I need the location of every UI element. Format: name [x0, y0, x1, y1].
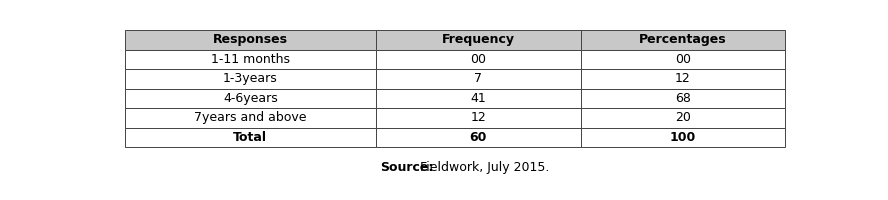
Bar [581, 128, 785, 147]
Text: 1-11 months: 1-11 months [210, 53, 289, 66]
Text: Source:: Source: [380, 161, 433, 174]
Text: 00: 00 [675, 53, 691, 66]
Bar [124, 128, 376, 147]
Text: 7: 7 [474, 72, 482, 85]
Bar [581, 69, 785, 89]
Bar [124, 108, 376, 128]
Bar [376, 30, 581, 50]
Bar [581, 30, 785, 50]
Text: 4-6years: 4-6years [223, 92, 278, 105]
Bar [376, 89, 581, 108]
Text: 7years and above: 7years and above [194, 111, 306, 124]
Bar [376, 69, 581, 89]
Text: 100: 100 [670, 131, 696, 144]
Text: 1-3years: 1-3years [223, 72, 278, 85]
Text: 00: 00 [471, 53, 487, 66]
Bar [581, 108, 785, 128]
Text: 41: 41 [471, 92, 486, 105]
Text: Total: Total [234, 131, 267, 144]
Bar [376, 128, 581, 147]
Bar [124, 50, 376, 69]
Text: 12: 12 [471, 111, 486, 124]
Bar [124, 89, 376, 108]
Bar [376, 50, 581, 69]
Bar [376, 108, 581, 128]
Text: Percentages: Percentages [639, 33, 727, 46]
Text: Frequency: Frequency [441, 33, 515, 46]
Text: Fieldwork, July 2015.: Fieldwork, July 2015. [416, 161, 550, 174]
Text: 68: 68 [675, 92, 691, 105]
Bar [124, 69, 376, 89]
Text: Source: Fieldwork, July 2015.: Source: Fieldwork, July 2015. [365, 161, 545, 174]
Bar [124, 30, 376, 50]
Bar [581, 50, 785, 69]
Text: 12: 12 [675, 72, 691, 85]
Text: Responses: Responses [213, 33, 288, 46]
Bar [581, 89, 785, 108]
Text: 20: 20 [675, 111, 691, 124]
Text: 60: 60 [470, 131, 487, 144]
